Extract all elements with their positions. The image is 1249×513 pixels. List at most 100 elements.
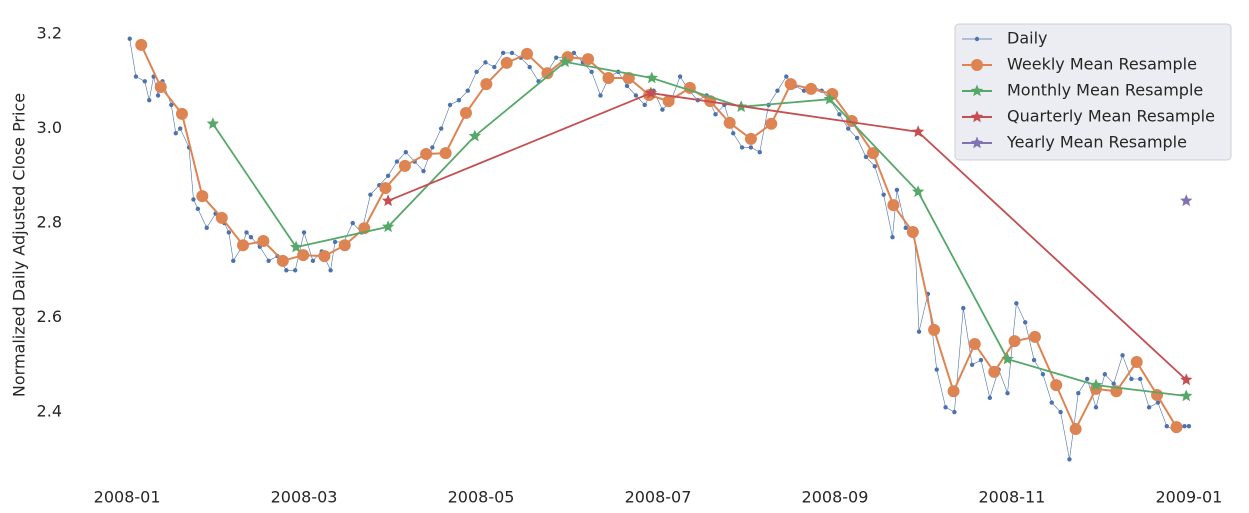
point	[961, 305, 966, 311]
point	[723, 116, 736, 129]
point	[602, 71, 615, 84]
legend-marker	[970, 110, 984, 123]
point	[662, 95, 675, 108]
point	[430, 145, 435, 150]
point	[142, 79, 147, 84]
point	[624, 83, 630, 89]
point	[903, 225, 908, 230]
point	[177, 126, 183, 131]
point	[127, 36, 132, 41]
point	[978, 357, 984, 363]
point	[912, 125, 925, 138]
point	[739, 145, 745, 150]
point	[1023, 320, 1028, 325]
legend-label: Monthly Mean Resample	[1007, 81, 1203, 100]
point	[645, 71, 658, 84]
point	[1130, 355, 1143, 368]
point	[1076, 390, 1081, 396]
point	[1084, 376, 1090, 382]
point	[598, 93, 603, 98]
point	[1049, 400, 1054, 405]
point	[195, 206, 201, 212]
point	[169, 102, 174, 108]
legend-marker	[970, 136, 984, 149]
point	[206, 117, 220, 130]
point	[1164, 424, 1169, 429]
point	[421, 168, 426, 174]
point	[381, 220, 395, 233]
point	[1005, 390, 1010, 396]
point	[677, 74, 683, 79]
series-line	[140, 44, 1178, 432]
point	[589, 69, 594, 75]
point	[293, 268, 298, 273]
point	[332, 239, 338, 245]
series-line	[387, 92, 1187, 381]
y-tick-label: 2.4	[37, 402, 62, 421]
point	[196, 190, 209, 203]
point	[1180, 194, 1193, 207]
point	[284, 268, 289, 273]
legend-marker	[970, 84, 984, 97]
point	[633, 93, 639, 98]
point	[276, 254, 289, 267]
point	[805, 82, 818, 95]
point	[474, 69, 479, 75]
point	[928, 323, 941, 336]
point	[943, 405, 948, 410]
point	[894, 187, 900, 193]
y-axis-label: Normalized Daily Adjusted Close Price	[10, 93, 29, 397]
point	[328, 268, 333, 273]
point	[297, 249, 310, 262]
point	[420, 148, 433, 161]
point	[1058, 409, 1063, 415]
point	[301, 230, 307, 235]
legend-label: Yearly Mean Resample	[1006, 133, 1187, 152]
point	[887, 199, 900, 212]
point	[784, 78, 797, 91]
point	[226, 230, 232, 235]
point	[872, 164, 877, 169]
point	[969, 362, 975, 367]
x-tick-label: 2009-01	[1155, 488, 1222, 507]
point	[447, 102, 453, 108]
point	[1138, 376, 1143, 382]
point	[154, 80, 167, 93]
point	[509, 50, 515, 56]
legend-box	[954, 23, 1232, 161]
point	[439, 147, 452, 160]
point	[1129, 376, 1134, 382]
y-tick-label: 3.0	[37, 118, 62, 137]
point	[1180, 389, 1193, 402]
point	[381, 194, 395, 207]
point	[527, 64, 532, 70]
point	[1014, 301, 1019, 306]
point	[801, 88, 807, 93]
point	[846, 126, 851, 131]
point	[1182, 424, 1187, 429]
legend: Daily Weekly Mean Resample Monthly Mean Re…	[954, 23, 1232, 161]
point	[863, 154, 869, 160]
point	[867, 147, 880, 160]
y-tick-label: 2.8	[37, 213, 62, 232]
point	[248, 235, 254, 240]
point	[912, 185, 925, 198]
point	[147, 97, 152, 103]
point	[480, 78, 493, 91]
point	[1146, 405, 1152, 410]
point	[244, 230, 249, 235]
point	[133, 74, 139, 79]
point	[398, 159, 411, 172]
point	[713, 112, 718, 117]
point	[748, 145, 754, 150]
point	[1008, 335, 1021, 348]
point	[492, 64, 497, 70]
point	[952, 409, 957, 415]
point	[1040, 372, 1046, 377]
point	[1028, 330, 1041, 343]
point	[987, 395, 993, 401]
point	[1067, 457, 1072, 462]
point	[368, 192, 373, 197]
